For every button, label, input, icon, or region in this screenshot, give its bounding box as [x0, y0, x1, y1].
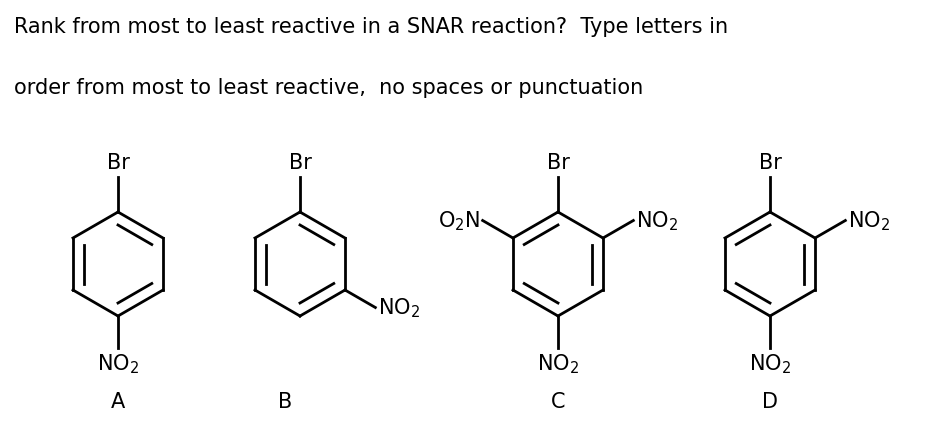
Text: order from most to least reactive,  no spaces or punctuation: order from most to least reactive, no sp… [14, 78, 643, 98]
Text: A: A [110, 391, 125, 411]
Text: Br: Br [758, 153, 782, 173]
Text: B: B [278, 391, 292, 411]
Text: NO$_2$: NO$_2$ [378, 296, 420, 319]
Text: Rank from most to least reactive in a SNAR reaction?  Type letters in: Rank from most to least reactive in a SN… [14, 17, 728, 37]
Text: Br: Br [547, 153, 569, 173]
Text: Br: Br [288, 153, 312, 173]
Text: NO$_2$: NO$_2$ [537, 351, 579, 375]
Text: NO$_2$: NO$_2$ [848, 209, 890, 233]
Text: NO$_2$: NO$_2$ [97, 351, 139, 375]
Text: C: C [550, 391, 565, 411]
Text: Br: Br [107, 153, 129, 173]
Text: NO$_2$: NO$_2$ [749, 351, 791, 375]
Text: NO$_2$: NO$_2$ [636, 209, 679, 233]
Text: O$_2$N: O$_2$N [438, 209, 479, 233]
Text: D: D [762, 391, 778, 411]
